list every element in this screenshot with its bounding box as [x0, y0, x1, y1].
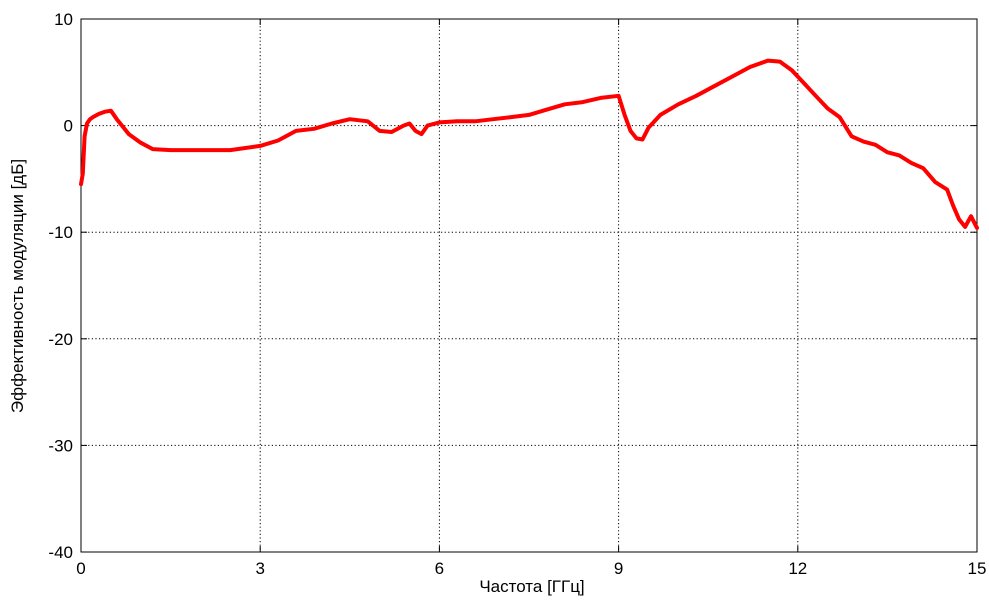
- axis-ticks: [80, 18, 978, 553]
- y-tick-label: 0: [64, 117, 73, 136]
- y-tick-label: -20: [48, 330, 73, 349]
- x-axis-label: Частота [ГГц]: [479, 577, 584, 596]
- y-axis-tick-labels: -40 -30 -20 -10 0 10: [48, 10, 73, 562]
- y-tick-label: -40: [48, 543, 73, 562]
- y-axis-label: Эффективность модуляции [дБ]: [8, 159, 27, 413]
- x-tick-label: 6: [435, 559, 444, 578]
- grid: [81, 19, 977, 552]
- x-tick-label: 3: [255, 559, 264, 578]
- x-tick-label: 9: [614, 559, 623, 578]
- x-tick-label: 12: [788, 559, 807, 578]
- x-axis-tick-labels: 0 3 6 9 12 15: [76, 559, 986, 578]
- series-line: [79, 58, 979, 230]
- y-tick-label: -30: [48, 436, 73, 455]
- y-tick-label: -10: [48, 223, 73, 242]
- plot-area-frame: [80, 18, 978, 553]
- x-tick-label: 0: [76, 559, 85, 578]
- y-tick-label: 10: [54, 10, 73, 29]
- x-tick-label: 15: [968, 559, 987, 578]
